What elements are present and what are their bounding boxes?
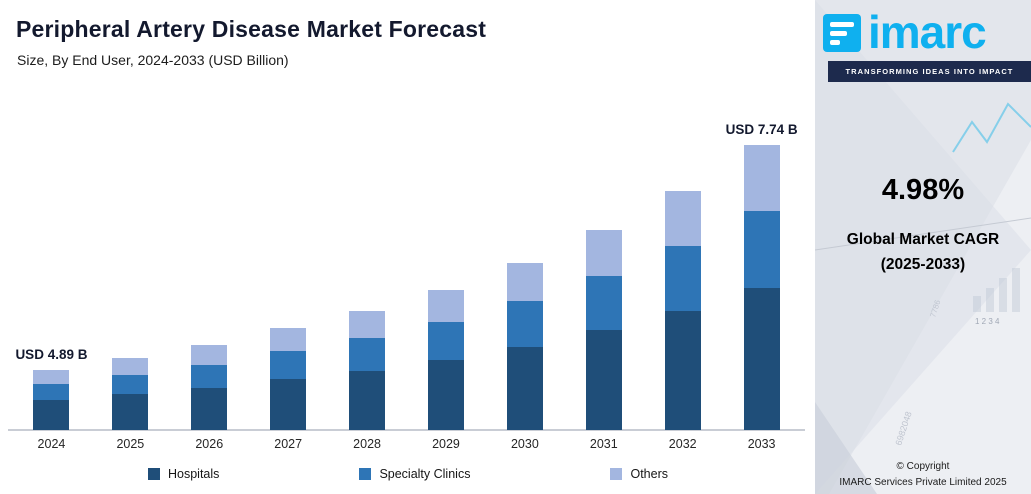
bar-2024 bbox=[33, 370, 70, 430]
x-axis-label: 2025 bbox=[116, 437, 145, 451]
bar-group-2026: 2026 bbox=[170, 110, 249, 451]
bar-segment-hospitals bbox=[33, 399, 70, 430]
page-subtitle: Size, By End User, 2024-2033 (USD Billio… bbox=[17, 52, 289, 68]
imarc-logo: imarc bbox=[823, 6, 1021, 58]
bar-segment-specialty-clinics bbox=[427, 322, 464, 360]
bar-group-2027: 2027 bbox=[249, 110, 328, 451]
chart-panel: Peripheral Artery Disease Market Forecas… bbox=[8, 16, 805, 481]
brand-tagline: TRANSFORMING IDEAS INTO IMPACT bbox=[828, 61, 1031, 83]
sidebar: 1 2 3 4 6982048 7786 imarc TRANSFORMING … bbox=[815, 0, 1031, 494]
bar-segment-specialty-clinics bbox=[270, 351, 307, 379]
bar-segment-specialty-clinics bbox=[191, 364, 228, 388]
bar-2032 bbox=[664, 191, 701, 430]
bar-segment-others bbox=[506, 263, 543, 302]
bar-chart: USD 4.89 B 2024 2025 2026 2027 2028 2029 2030 20… bbox=[8, 110, 805, 451]
page-title: Peripheral Artery Disease Market Forecas… bbox=[16, 16, 487, 42]
x-axis-label: 2029 bbox=[432, 437, 460, 451]
bar-segment-others bbox=[270, 328, 307, 352]
bar-group-2030: 2030 bbox=[485, 110, 564, 451]
legend-swatch bbox=[359, 468, 372, 480]
x-axis-label: 2032 bbox=[668, 437, 697, 451]
bar-segment-hospitals bbox=[349, 370, 386, 430]
x-axis-label: 2026 bbox=[195, 437, 224, 451]
bar-2027 bbox=[270, 328, 307, 430]
x-axis-label: 2027 bbox=[274, 437, 303, 451]
x-axis-label: 2028 bbox=[353, 437, 381, 451]
bar-group-2032: 2032 bbox=[643, 110, 722, 451]
cagr-value: 4.98% bbox=[881, 174, 965, 207]
bar-segment-hospitals bbox=[112, 393, 149, 430]
x-axis-label: 2030 bbox=[510, 437, 539, 451]
bar-group-2025: 2025 bbox=[91, 110, 170, 451]
bar-segment-others bbox=[349, 311, 386, 339]
x-axis-line bbox=[8, 429, 805, 431]
bar-group-2028: 2028 bbox=[328, 110, 407, 451]
legend-label: Others bbox=[630, 467, 668, 481]
bar-2028 bbox=[349, 311, 386, 430]
legend-item-specialty-clinics: Specialty Clinics bbox=[359, 467, 470, 481]
bar-group-2024: USD 4.89 B 2024 bbox=[12, 110, 91, 451]
bar-segment-others bbox=[664, 191, 701, 246]
cagr-label: Global Market CAGR bbox=[846, 231, 1000, 249]
bar-annotation: USD 4.89 B bbox=[15, 347, 88, 362]
bar-segment-specialty-clinics bbox=[112, 374, 149, 394]
bar-group-2031: 2031 bbox=[564, 110, 643, 451]
chart-legend: Hospitals Specialty Clinics Others bbox=[148, 467, 668, 481]
bar-2026 bbox=[191, 345, 228, 430]
bar-segment-specialty-clinics bbox=[349, 338, 386, 371]
bar-2030 bbox=[506, 263, 543, 430]
bar-segment-specialty-clinics bbox=[664, 245, 701, 311]
bar-group-2033: USD 7.74 B 2033 bbox=[722, 110, 801, 451]
bar-segment-specialty-clinics bbox=[506, 301, 543, 347]
bar-segment-others bbox=[112, 357, 149, 375]
bar-segment-specialty-clinics bbox=[585, 276, 622, 330]
bar-segment-others bbox=[743, 145, 780, 211]
x-axis-label: 2024 bbox=[37, 437, 66, 451]
legend-item-hospitals: Hospitals bbox=[148, 467, 219, 481]
brand-name: imarc bbox=[868, 6, 987, 58]
bar-segment-others bbox=[191, 345, 228, 365]
cagr-block: 4.98% Global Market CAGR (2025-2033) bbox=[815, 174, 1031, 274]
bar-segment-hospitals bbox=[191, 387, 228, 430]
bar-segment-hospitals bbox=[427, 360, 464, 430]
bar-segment-hospitals bbox=[270, 378, 307, 430]
cagr-range: (2025-2033) bbox=[880, 256, 966, 274]
bar-segment-others bbox=[427, 290, 464, 323]
bar-segment-others bbox=[585, 230, 622, 276]
legend-item-others: Others bbox=[610, 467, 668, 481]
bar-2031 bbox=[585, 230, 622, 430]
bar-segment-hospitals bbox=[585, 330, 622, 430]
bar-segment-hospitals bbox=[506, 346, 543, 430]
bars-container: USD 4.89 B 2024 2025 2026 2027 2028 2029 2030 20… bbox=[12, 110, 801, 451]
legend-swatch bbox=[610, 468, 623, 480]
copyright: © Copyright IMARC Services Private Limit… bbox=[815, 459, 1031, 490]
bar-2033 bbox=[743, 145, 780, 430]
bar-annotation: USD 7.74 B bbox=[725, 122, 798, 137]
bar-2025 bbox=[112, 357, 149, 430]
legend-swatch bbox=[148, 468, 160, 480]
bar-segment-hospitals bbox=[743, 287, 780, 430]
legend-label: Specialty Clinics bbox=[379, 467, 471, 481]
imarc-logo-icon bbox=[823, 13, 861, 52]
bar-segment-specialty-clinics bbox=[33, 383, 70, 400]
sidebar-content: imarc TRANSFORMING IDEAS INTO IMPACT 4.9… bbox=[815, 6, 1031, 494]
bar-segment-specialty-clinics bbox=[743, 210, 780, 288]
bar-segment-hospitals bbox=[664, 310, 701, 430]
copyright-line-1: © Copyright bbox=[896, 461, 950, 472]
x-axis-label: 2033 bbox=[747, 437, 776, 451]
legend-label: Hospitals bbox=[168, 467, 220, 481]
bar-group-2029: 2029 bbox=[407, 110, 486, 451]
decor-digits-row: 1 2 3 4 bbox=[975, 317, 1000, 326]
x-axis-label: 2031 bbox=[589, 437, 618, 451]
bar-2029 bbox=[427, 290, 464, 430]
copyright-line-2: IMARC Services Private Limited 2025 bbox=[839, 476, 1007, 488]
bar-segment-others bbox=[33, 370, 70, 384]
